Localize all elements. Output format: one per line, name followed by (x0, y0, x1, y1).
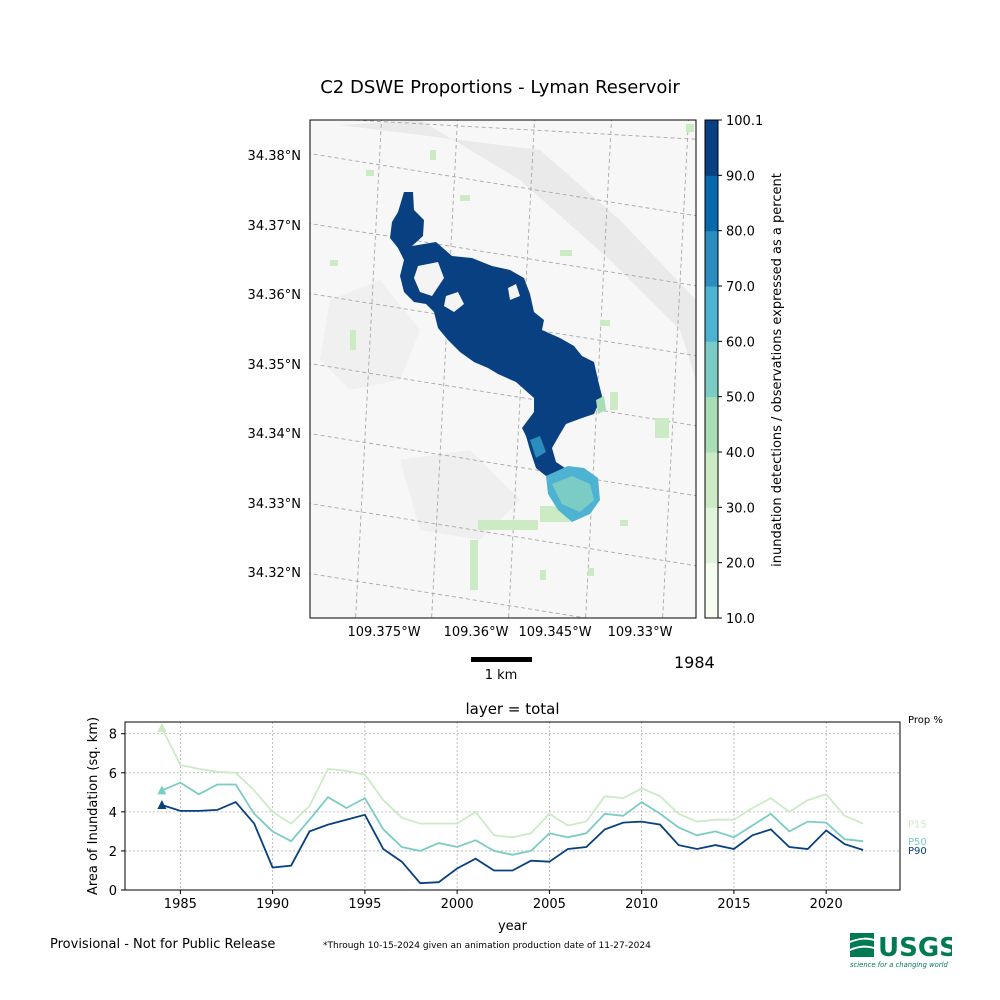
colorbar-segment (705, 507, 718, 564)
colorbar: 10.0 20.0 30.0 40.0 50.0 60.0 70.0 80.0 90.0 100.… (704, 114, 763, 627)
reservoir-island (414, 262, 444, 296)
x-tick-label: 1985 (164, 897, 197, 912)
y-tick-label: 0 (109, 884, 117, 899)
reservoir-island (444, 292, 464, 312)
provisional-notice: Provisional - Not for Public Release (50, 937, 276, 952)
series-start-marker (157, 722, 167, 732)
lat-label: 34.33°N (248, 497, 301, 512)
plot-frame (124, 721, 901, 891)
colorbar-tick-label: 10.0 (726, 612, 755, 627)
colorbar-tick-label: 50.0 (726, 391, 755, 406)
colorbar-segment (705, 175, 718, 232)
x-tick-label: 1990 (256, 897, 289, 912)
colorbar-tick-label: 40.0 (726, 446, 755, 461)
lat-label: 34.35°N (248, 358, 301, 373)
series-line-p15 (161, 727, 864, 839)
map-lon-labels: 109.375°W 109.36°W 109.345°W 109.33°W (347, 625, 672, 640)
map-lat-labels: 34.38°N 34.37°N 34.36°N 34.35°N 34.34°N … (248, 149, 301, 581)
lon-label: 109.375°W (347, 625, 420, 640)
series-start-marker (157, 785, 167, 795)
lon-label: 109.36°W (444, 625, 509, 640)
colorbar-tick-label: 100.1 (726, 114, 763, 129)
lat-label: 34.34°N (248, 427, 301, 442)
x-tick-label: 2005 (533, 897, 566, 912)
colorbar-segment (705, 396, 718, 453)
colorbar-tick-label: 60.0 (726, 335, 755, 350)
reservoir-island (508, 284, 520, 300)
colorbar-segment (705, 452, 718, 508)
year-label: 1984 (674, 653, 715, 672)
lat-label: 34.37°N (248, 219, 301, 234)
usgs-tagline: science for a changing world (850, 961, 948, 969)
legend-title: Prop % (908, 715, 943, 726)
series-end-label: P15 (908, 820, 927, 831)
colorbar-segment (705, 230, 718, 287)
lon-label: 109.345°W (518, 625, 591, 640)
chart-title: layer = total (465, 700, 559, 718)
colorbar-segment (705, 120, 718, 176)
colorbar-label: inundation detections / observations exp… (770, 173, 785, 567)
series-line-p90 (161, 801, 864, 885)
lat-label: 34.32°N (248, 566, 301, 581)
usgs-logo-text: USGS (878, 933, 952, 963)
colorbar-tick-label: 70.0 (726, 280, 755, 295)
colorbar-tick-label: 30.0 (726, 501, 755, 516)
map-title: C2 DSWE Proportions - Lyman Reservoir (320, 77, 680, 98)
colorbar-segment (705, 286, 718, 342)
colorbar-segment (705, 562, 718, 619)
series-end-label: P50 (908, 837, 927, 848)
usgs-logo: USGS science for a changing world (850, 933, 952, 969)
colorbar-tick-label: 80.0 (726, 225, 755, 240)
y-tick-label: 4 (109, 806, 117, 821)
y-tick-label: 2 (109, 845, 117, 860)
map-frame (309, 119, 697, 619)
scale-bar-label: 1 km (484, 668, 518, 683)
colorbar-segment (705, 341, 718, 398)
x-tick-label: 2010 (625, 897, 658, 912)
x-tick-label: 2020 (810, 897, 843, 912)
wetland-fringe (530, 436, 546, 458)
colorbar-tick-label: 20.0 (726, 557, 755, 572)
colorbar-tick-label: 90.0 (726, 169, 755, 184)
wetland-fringe (552, 476, 594, 512)
lon-label: 109.33°W (608, 625, 673, 640)
x-tick-label: 2000 (441, 897, 474, 912)
colorbar-frame (704, 119, 719, 619)
x-tick-label: 2015 (717, 897, 750, 912)
y-tick-label: 6 (109, 767, 117, 782)
reservoir-water-body (390, 192, 602, 476)
series-start-marker (157, 800, 167, 810)
terrain-hillshade (310, 120, 696, 618)
x-axis-label: year (498, 919, 528, 934)
lat-label: 34.38°N (248, 149, 301, 164)
y-tick-label: 8 (109, 728, 117, 743)
series-line-p50 (161, 781, 864, 856)
series-end-label: P90 (908, 846, 927, 857)
sparse-wetness-patches (330, 124, 694, 590)
x-tick-label: 1995 (348, 897, 381, 912)
usgs-wave-icon (850, 933, 874, 957)
scale-bar (471, 657, 532, 662)
wetland-fringe (596, 396, 606, 414)
lat-label: 34.36°N (248, 288, 301, 303)
y-axis-label: Area of Inundation (sq. km) (86, 717, 101, 895)
footnote: *Through 10-15-2024 given an animation p… (323, 941, 651, 951)
reservoir-map: 34.38°N 34.37°N 34.36°N 34.35°N 34.34°N … (248, 114, 785, 662)
